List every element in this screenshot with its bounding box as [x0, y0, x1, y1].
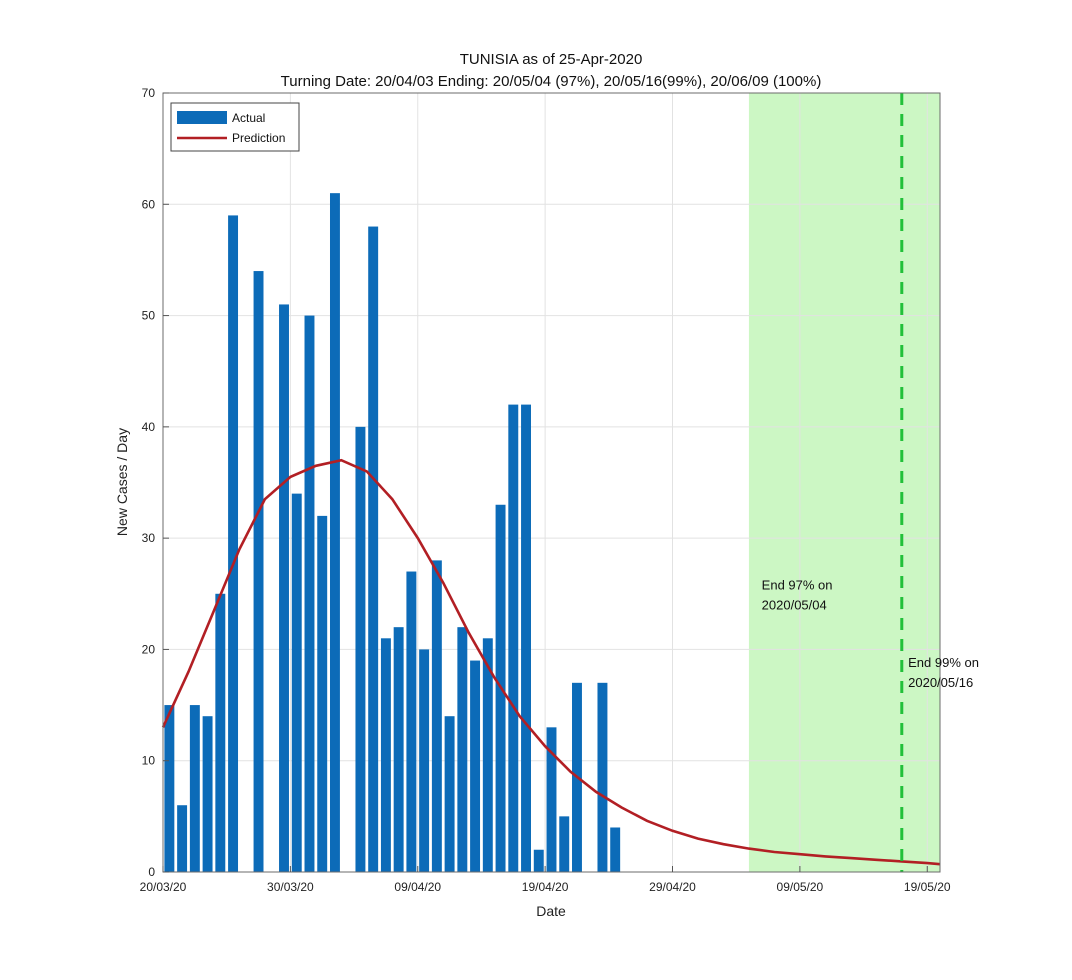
bar [419, 649, 430, 872]
legend-label-prediction: Prediction [232, 131, 285, 145]
bar [317, 515, 328, 872]
x-tick-label: 30/03/20 [267, 880, 314, 894]
bar [470, 660, 481, 872]
y-tick-label: 20 [142, 642, 156, 656]
bar [508, 404, 519, 872]
y-tick-label: 60 [142, 197, 156, 211]
y-tick-label: 50 [142, 309, 156, 323]
bar [431, 560, 442, 872]
y-tick-label: 40 [142, 420, 156, 434]
bar [406, 571, 417, 872]
x-tick-label: 19/05/20 [904, 880, 951, 894]
chart-title: TUNISIA as of 25-Apr-2020 [460, 51, 643, 68]
bar [482, 638, 493, 872]
bar [559, 816, 570, 872]
bar [177, 805, 188, 872]
y-tick-label: 0 [148, 865, 155, 879]
x-tick-label: 20/03/20 [140, 880, 187, 894]
y-tick-label: 10 [142, 754, 156, 768]
bar [228, 215, 239, 872]
bar [215, 593, 226, 872]
bar [393, 627, 404, 872]
annotation-text: 2020/05/16 [908, 675, 973, 690]
annotation-text: End 99% on [908, 655, 979, 670]
legend-label-actual: Actual [232, 111, 265, 125]
x-axis-label: Date [536, 903, 566, 919]
bar [291, 493, 302, 872]
x-tick-label: 19/04/20 [522, 880, 569, 894]
plot-frame [162, 92, 941, 873]
bar [444, 716, 455, 872]
bar [597, 682, 608, 872]
prediction-end-shaded-region [748, 93, 940, 872]
axis-ticks: 0 10 20 30 40 50 60 70 20/03/20 30/03/20 09/04/20 1… [140, 86, 951, 894]
actual-bars [164, 193, 621, 873]
bar [304, 315, 315, 873]
x-tick-label: 09/05/20 [777, 880, 824, 894]
bar [164, 705, 175, 872]
bar [368, 226, 379, 873]
bar [457, 627, 468, 872]
bar [253, 271, 264, 872]
bar [610, 827, 621, 872]
bar [202, 716, 213, 872]
x-tick-label: 29/04/20 [649, 880, 696, 894]
bar [279, 304, 289, 872]
bar [546, 727, 557, 872]
bar [380, 638, 391, 872]
legend-swatch-actual [177, 111, 227, 124]
x-tick-label: 09/04/20 [394, 880, 441, 894]
annotation-text: End 97% on [762, 577, 833, 592]
bar [355, 426, 366, 872]
bar [521, 404, 531, 872]
annotations: End 97% on 2020/05/04 End 99% on 2020/05/16 [762, 577, 979, 690]
bar [533, 849, 544, 872]
annotation-text: 2020/05/04 [762, 597, 827, 612]
chart-subtitle: Turning Date: 20/04/03 Ending: 20/05/04 … [281, 73, 822, 90]
y-tick-label: 70 [142, 86, 156, 100]
bar [189, 705, 200, 872]
legend: Actual Prediction [170, 102, 300, 152]
y-axis-label: New Cases / Day [114, 428, 130, 536]
y-tick-label: 30 [142, 531, 156, 545]
prediction-line [161, 458, 941, 866]
bar [329, 193, 340, 872]
